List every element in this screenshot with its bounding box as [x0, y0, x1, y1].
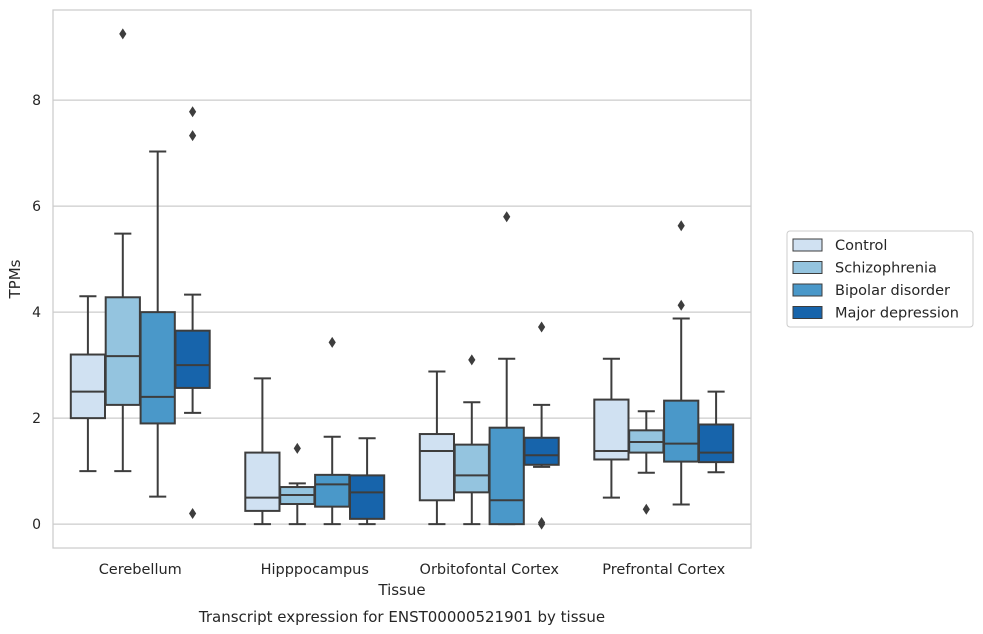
chart-title: Transcript expression for ENST0000052190… [198, 608, 605, 626]
y-tick-label: 4 [32, 305, 41, 321]
x-tick-label: Orbitofontal Cortex [420, 562, 560, 578]
outlier-point [538, 321, 546, 333]
outlier-point [642, 503, 650, 515]
legend-label: Major depression [835, 306, 959, 322]
box-1-3 [628, 410, 665, 515]
box-body [663, 399, 700, 463]
y-tick-label: 0 [32, 517, 41, 533]
box-body [104, 296, 141, 406]
y-tick-label: 2 [32, 411, 41, 427]
legend-swatch [792, 238, 823, 252]
box-3-0 [174, 106, 211, 520]
legend-label: Schizophrenia [835, 261, 937, 277]
legend-swatch [792, 306, 823, 319]
box-1-1 [279, 442, 316, 526]
box-body [174, 329, 211, 389]
outlier-point [468, 354, 476, 366]
box-0-2 [418, 370, 456, 526]
legend-swatch [792, 283, 823, 297]
box-body [348, 474, 386, 520]
y-tick-label: 6 [32, 199, 41, 215]
outlier-point [189, 130, 197, 142]
outlier-point [503, 211, 511, 223]
y-axis-label: TPMs [6, 259, 24, 299]
x-axis-ticks: Cerebellum Hipppocampus Orbitofontal Corte… [99, 562, 726, 578]
box-body [453, 443, 490, 494]
box-3-1 [348, 437, 386, 526]
legend: Control Schizophrenia Bipolar disorder Majo… [786, 230, 974, 328]
box-body [244, 451, 281, 512]
outlier-point [189, 508, 197, 520]
box-body [418, 433, 456, 502]
outlier-point [328, 336, 336, 348]
outlier-point [677, 220, 685, 232]
legend-label: Control [835, 238, 887, 254]
legend-swatch [792, 261, 823, 274]
x-tick-label: Hipppocampus [261, 562, 369, 578]
box-2-3 [663, 220, 700, 506]
x-tick-label: Cerebellum [99, 562, 182, 578]
y-tick-label: 8 [32, 93, 41, 109]
legend-label: Bipolar disorder [835, 283, 950, 299]
box-0-0 [69, 295, 107, 473]
plot-frame [52, 9, 752, 549]
box-0-3 [593, 357, 630, 499]
box-body [523, 436, 560, 466]
box-2-2 [488, 211, 525, 526]
box-body [593, 398, 630, 461]
box-1-2 [453, 354, 490, 526]
outlier-point [119, 28, 127, 40]
box-body [139, 311, 176, 425]
x-tick-label: Prefrontal Cortex [602, 562, 725, 578]
outlier-point [293, 442, 301, 454]
box-body [697, 423, 735, 464]
box-3-3 [697, 390, 735, 474]
legend-frame [786, 230, 974, 328]
outlier-point [189, 106, 197, 118]
box-body [488, 426, 525, 526]
x-axis-label: Tissue [377, 581, 425, 599]
box-body [314, 473, 351, 508]
boxes [69, 28, 735, 530]
box-body [69, 353, 107, 420]
box-0-1 [244, 377, 281, 526]
box-2-0 [139, 150, 176, 498]
outlier-point [538, 517, 546, 529]
outlier-point [677, 299, 685, 311]
box-1-0 [104, 28, 141, 473]
y-axis-ticks: 0 2 4 6 8 [32, 93, 41, 533]
box-2-1 [314, 336, 351, 526]
box-3-2 [523, 321, 560, 530]
